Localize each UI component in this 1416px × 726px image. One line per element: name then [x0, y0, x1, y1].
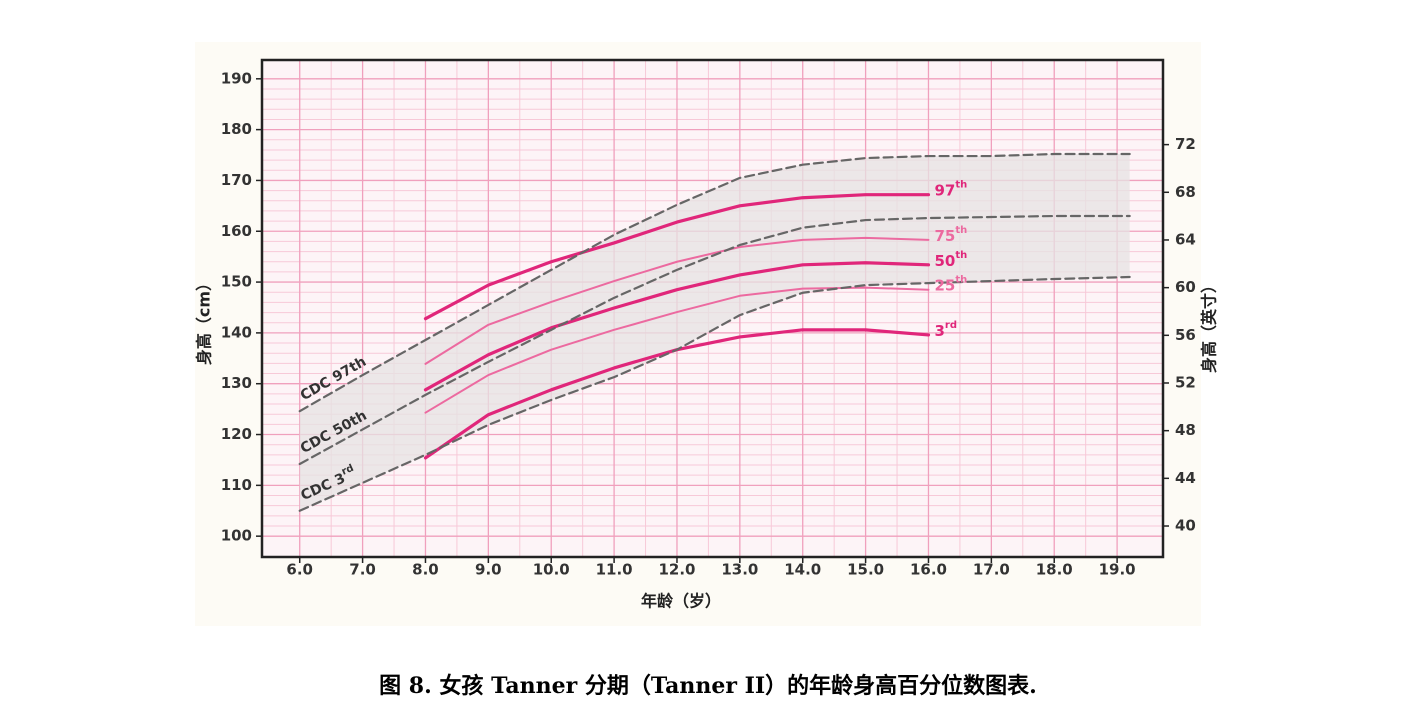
x-tick-label: 8.0	[412, 561, 439, 579]
caption: 图 8. 女孩 Tanner 分期（Tanner II）的年龄身高百分位数图表.	[379, 673, 1037, 699]
y-tick-label: 100	[221, 527, 252, 545]
y2-axis-title: 身高（英寸）	[1200, 277, 1219, 373]
series-label: 25th	[934, 275, 967, 295]
x-tick-label: 10.0	[533, 561, 570, 579]
y2-tick-label: 48	[1175, 421, 1196, 439]
series-line	[298, 152, 1131, 413]
y2-tick-label: 56	[1175, 326, 1196, 344]
x-axis-title: 年龄（岁）	[641, 592, 721, 611]
x-tick-label: 11.0	[596, 561, 633, 579]
y-tick-label: 170	[221, 171, 252, 189]
x-tick-label: 7.0	[349, 561, 376, 579]
y2-tick-label: 60	[1175, 278, 1196, 296]
x-tick-label: 9.0	[475, 561, 502, 579]
series-line	[423, 261, 931, 392]
y2-tick-label: 44	[1175, 469, 1196, 487]
series-label: 75th	[934, 225, 967, 245]
y-tick-label: 180	[221, 120, 252, 138]
x-tick-label: 12.0	[658, 561, 695, 579]
series-line	[424, 236, 930, 365]
x-tick-label: 17.0	[973, 561, 1010, 579]
x-tick-label: 14.0	[784, 561, 821, 579]
y-tick-label: 130	[221, 374, 252, 392]
x-tick-label: 19.0	[1099, 561, 1136, 579]
series-label: 97th	[934, 180, 967, 200]
x-tick-label: 16.0	[910, 561, 947, 579]
series-line	[298, 275, 1131, 512]
x-tick-label: 13.0	[721, 561, 758, 579]
y2-tick-label: 52	[1175, 373, 1196, 391]
y2-tick-label: 64	[1175, 230, 1196, 248]
y-axis-title: 身高（cm）	[195, 275, 214, 365]
y-tick-label: 140	[221, 323, 252, 341]
series-line	[423, 193, 931, 321]
y-tick-label: 120	[221, 425, 252, 443]
y-tick-label: 110	[221, 476, 252, 494]
reference-band	[299, 154, 1130, 511]
y2-tick-label: 40	[1175, 517, 1196, 535]
series-line	[298, 214, 1131, 466]
x-tick-label: 6.0	[286, 561, 313, 579]
y2-tick-label: 72	[1175, 135, 1196, 153]
marks	[298, 152, 1131, 512]
plot-frame	[260, 58, 1165, 559]
y-tick-label: 160	[221, 222, 252, 240]
y2-tick-label: 68	[1175, 183, 1196, 201]
series-label: 3rd	[934, 320, 957, 340]
x-tick-label: 18.0	[1036, 561, 1073, 579]
y-tick-label: 190	[221, 69, 252, 87]
series-label: 50th	[934, 250, 967, 270]
x-tick-label: 15.0	[847, 561, 884, 579]
y-tick-label: 150	[221, 273, 252, 291]
